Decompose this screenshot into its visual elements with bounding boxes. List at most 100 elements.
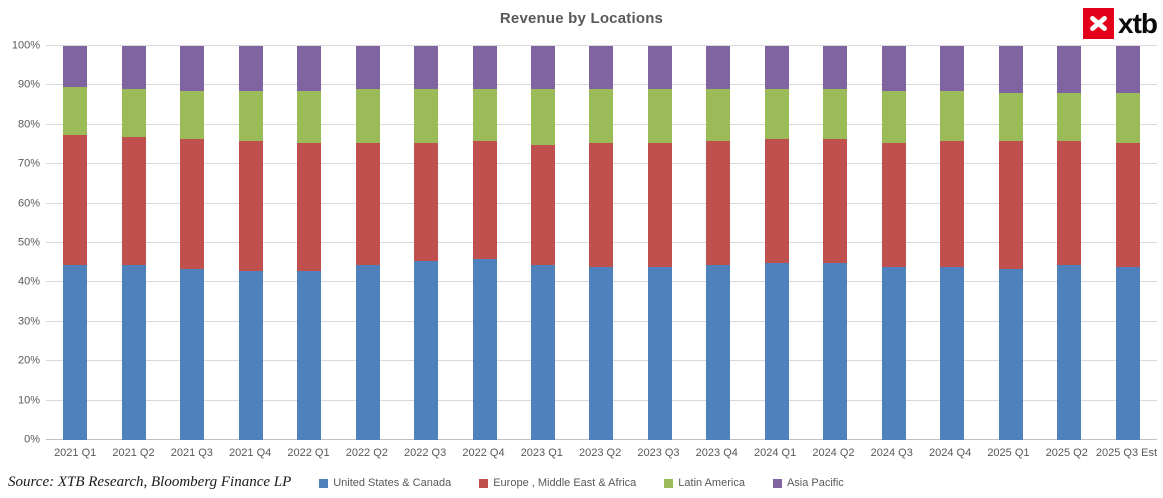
bar-segment-latin-america	[1115, 93, 1140, 143]
y-tick-label: 40%	[17, 275, 40, 288]
bar-segment-latin-america	[121, 89, 146, 137]
bar-segment-latin-america	[1057, 93, 1082, 141]
stacked-bar	[530, 46, 555, 440]
bar-segment-asia-pacific	[238, 46, 263, 92]
bar-segment-asia-pacific	[823, 46, 848, 90]
x-tick-label: 2021 Q4	[229, 447, 272, 459]
bar-segment-asia-pacific	[121, 46, 146, 90]
bars-container	[46, 46, 1157, 440]
bar-segment-united-states-canada	[63, 264, 88, 440]
x-tick-label: 2025 Q3 Est	[1095, 447, 1158, 459]
bar-segment-united-states-canada	[823, 262, 848, 440]
stacked-bar	[706, 46, 731, 440]
bar-group	[923, 46, 981, 440]
bar-group	[221, 46, 279, 440]
bar-segment-europe-middle-east-africa	[355, 142, 380, 265]
bar-segment-united-states-canada	[238, 270, 263, 440]
chart-title: Revenue by Locations	[499, 10, 664, 27]
y-tick-label: 50%	[17, 236, 40, 249]
bar-segment-latin-america	[180, 91, 205, 139]
x-tick-label: 2023 Q2	[579, 447, 622, 459]
bar-segment-asia-pacific	[589, 46, 614, 90]
bar-group	[1040, 46, 1098, 440]
bar-segment-europe-middle-east-africa	[647, 142, 672, 267]
bar-segment-europe-middle-east-africa	[823, 138, 848, 263]
stacked-bar	[589, 46, 614, 440]
bar-segment-latin-america	[297, 91, 322, 143]
bar-segment-europe-middle-east-africa	[940, 140, 965, 267]
source-text: Source: XTB Research, Bloomberg Finance …	[8, 474, 292, 490]
x-tick-label: 2021 Q2	[112, 447, 155, 459]
legend: United States & Canada Europe , Middle Ea…	[0, 477, 1163, 489]
bar-segment-united-states-canada	[472, 258, 497, 440]
y-axis: 0% 10% 20% 30% 40% 50% 60% 70% 80% 90% 100%	[0, 40, 40, 445]
bar-segment-united-states-canada	[998, 268, 1023, 440]
x-tick-label: 2021 Q1	[54, 447, 97, 459]
y-tick-label: 60%	[17, 197, 40, 210]
x-tick-label: 2023 Q3	[637, 447, 680, 459]
bar-group	[455, 46, 513, 440]
bar-segment-europe-middle-east-africa	[1115, 142, 1140, 267]
bar-segment-latin-america	[530, 89, 555, 145]
bar-segment-europe-middle-east-africa	[764, 138, 789, 263]
stacked-bar	[940, 46, 965, 440]
bar-group	[163, 46, 221, 440]
bar-group	[865, 46, 923, 440]
x-glyph-icon	[1090, 16, 1107, 31]
bar-segment-united-states-canada	[1057, 264, 1082, 440]
bar-segment-asia-pacific	[940, 46, 965, 92]
stacked-bar	[472, 46, 497, 440]
stacked-bar	[297, 46, 322, 440]
bar-segment-latin-america	[63, 87, 88, 135]
y-tick-label: 10%	[17, 394, 40, 407]
bar-segment-united-states-canada	[647, 266, 672, 440]
y-tick-label: 80%	[17, 118, 40, 131]
x-tick-label: 2024 Q4	[928, 447, 972, 459]
bar-segment-united-states-canada	[297, 270, 322, 440]
bar-segment-latin-america	[940, 91, 965, 141]
bar-segment-latin-america	[472, 89, 497, 141]
x-tick-label: 2022 Q4	[462, 447, 505, 459]
x-tick-label: 2023 Q4	[695, 447, 738, 459]
bar-segment-united-states-canada	[414, 260, 439, 440]
stacked-bar	[121, 46, 146, 440]
bar-segment-united-states-canada	[180, 268, 205, 440]
bar-segment-europe-middle-east-africa	[1057, 140, 1082, 265]
bar-segment-latin-america	[764, 89, 789, 139]
x-tick-label: 2021 Q3	[170, 447, 213, 459]
legend-item: Latin America	[664, 477, 745, 489]
xtb-logo: xtb	[1083, 7, 1158, 39]
bar-segment-latin-america	[355, 89, 380, 143]
y-tick-label: 0%	[24, 433, 40, 446]
bar-group	[280, 46, 338, 440]
xtb-logo-text: xtb	[1118, 7, 1158, 39]
bar-segment-europe-middle-east-africa	[472, 140, 497, 259]
bar-segment-europe-middle-east-africa	[414, 142, 439, 261]
bar-segment-latin-america	[881, 91, 906, 143]
y-tick-label: 20%	[17, 354, 40, 367]
x-axis: 2021 Q1 2021 Q2 2021 Q3 2021 Q4 2022 Q1 2022 …	[46, 447, 1157, 459]
legend-swatch-icon	[664, 478, 674, 488]
legend-item: United States & Canada	[319, 477, 451, 489]
legend-swatch-icon	[319, 478, 329, 488]
legend-label: Europe , Middle East & Africa	[493, 477, 637, 489]
bar-segment-latin-america	[589, 89, 614, 143]
bar-segment-asia-pacific	[1115, 46, 1140, 94]
bar-segment-europe-middle-east-africa	[706, 140, 731, 265]
y-tick-label: 30%	[17, 315, 40, 328]
bar-segment-latin-america	[647, 89, 672, 143]
bar-segment-europe-middle-east-africa	[589, 142, 614, 267]
bar-segment-latin-america	[238, 91, 263, 141]
x-tick-label: 2024 Q3	[870, 447, 913, 459]
y-tick-label: 90%	[17, 78, 40, 91]
bar-segment-latin-america	[414, 89, 439, 143]
bar-group	[689, 46, 747, 440]
xtb-logo-icon	[1083, 8, 1114, 39]
bar-segment-asia-pacific	[297, 46, 322, 92]
bar-segment-europe-middle-east-africa	[530, 144, 555, 265]
bar-group	[514, 46, 572, 440]
bar-segment-europe-middle-east-africa	[238, 140, 263, 271]
bar-segment-europe-middle-east-africa	[881, 142, 906, 267]
bar-segment-asia-pacific	[414, 46, 439, 90]
